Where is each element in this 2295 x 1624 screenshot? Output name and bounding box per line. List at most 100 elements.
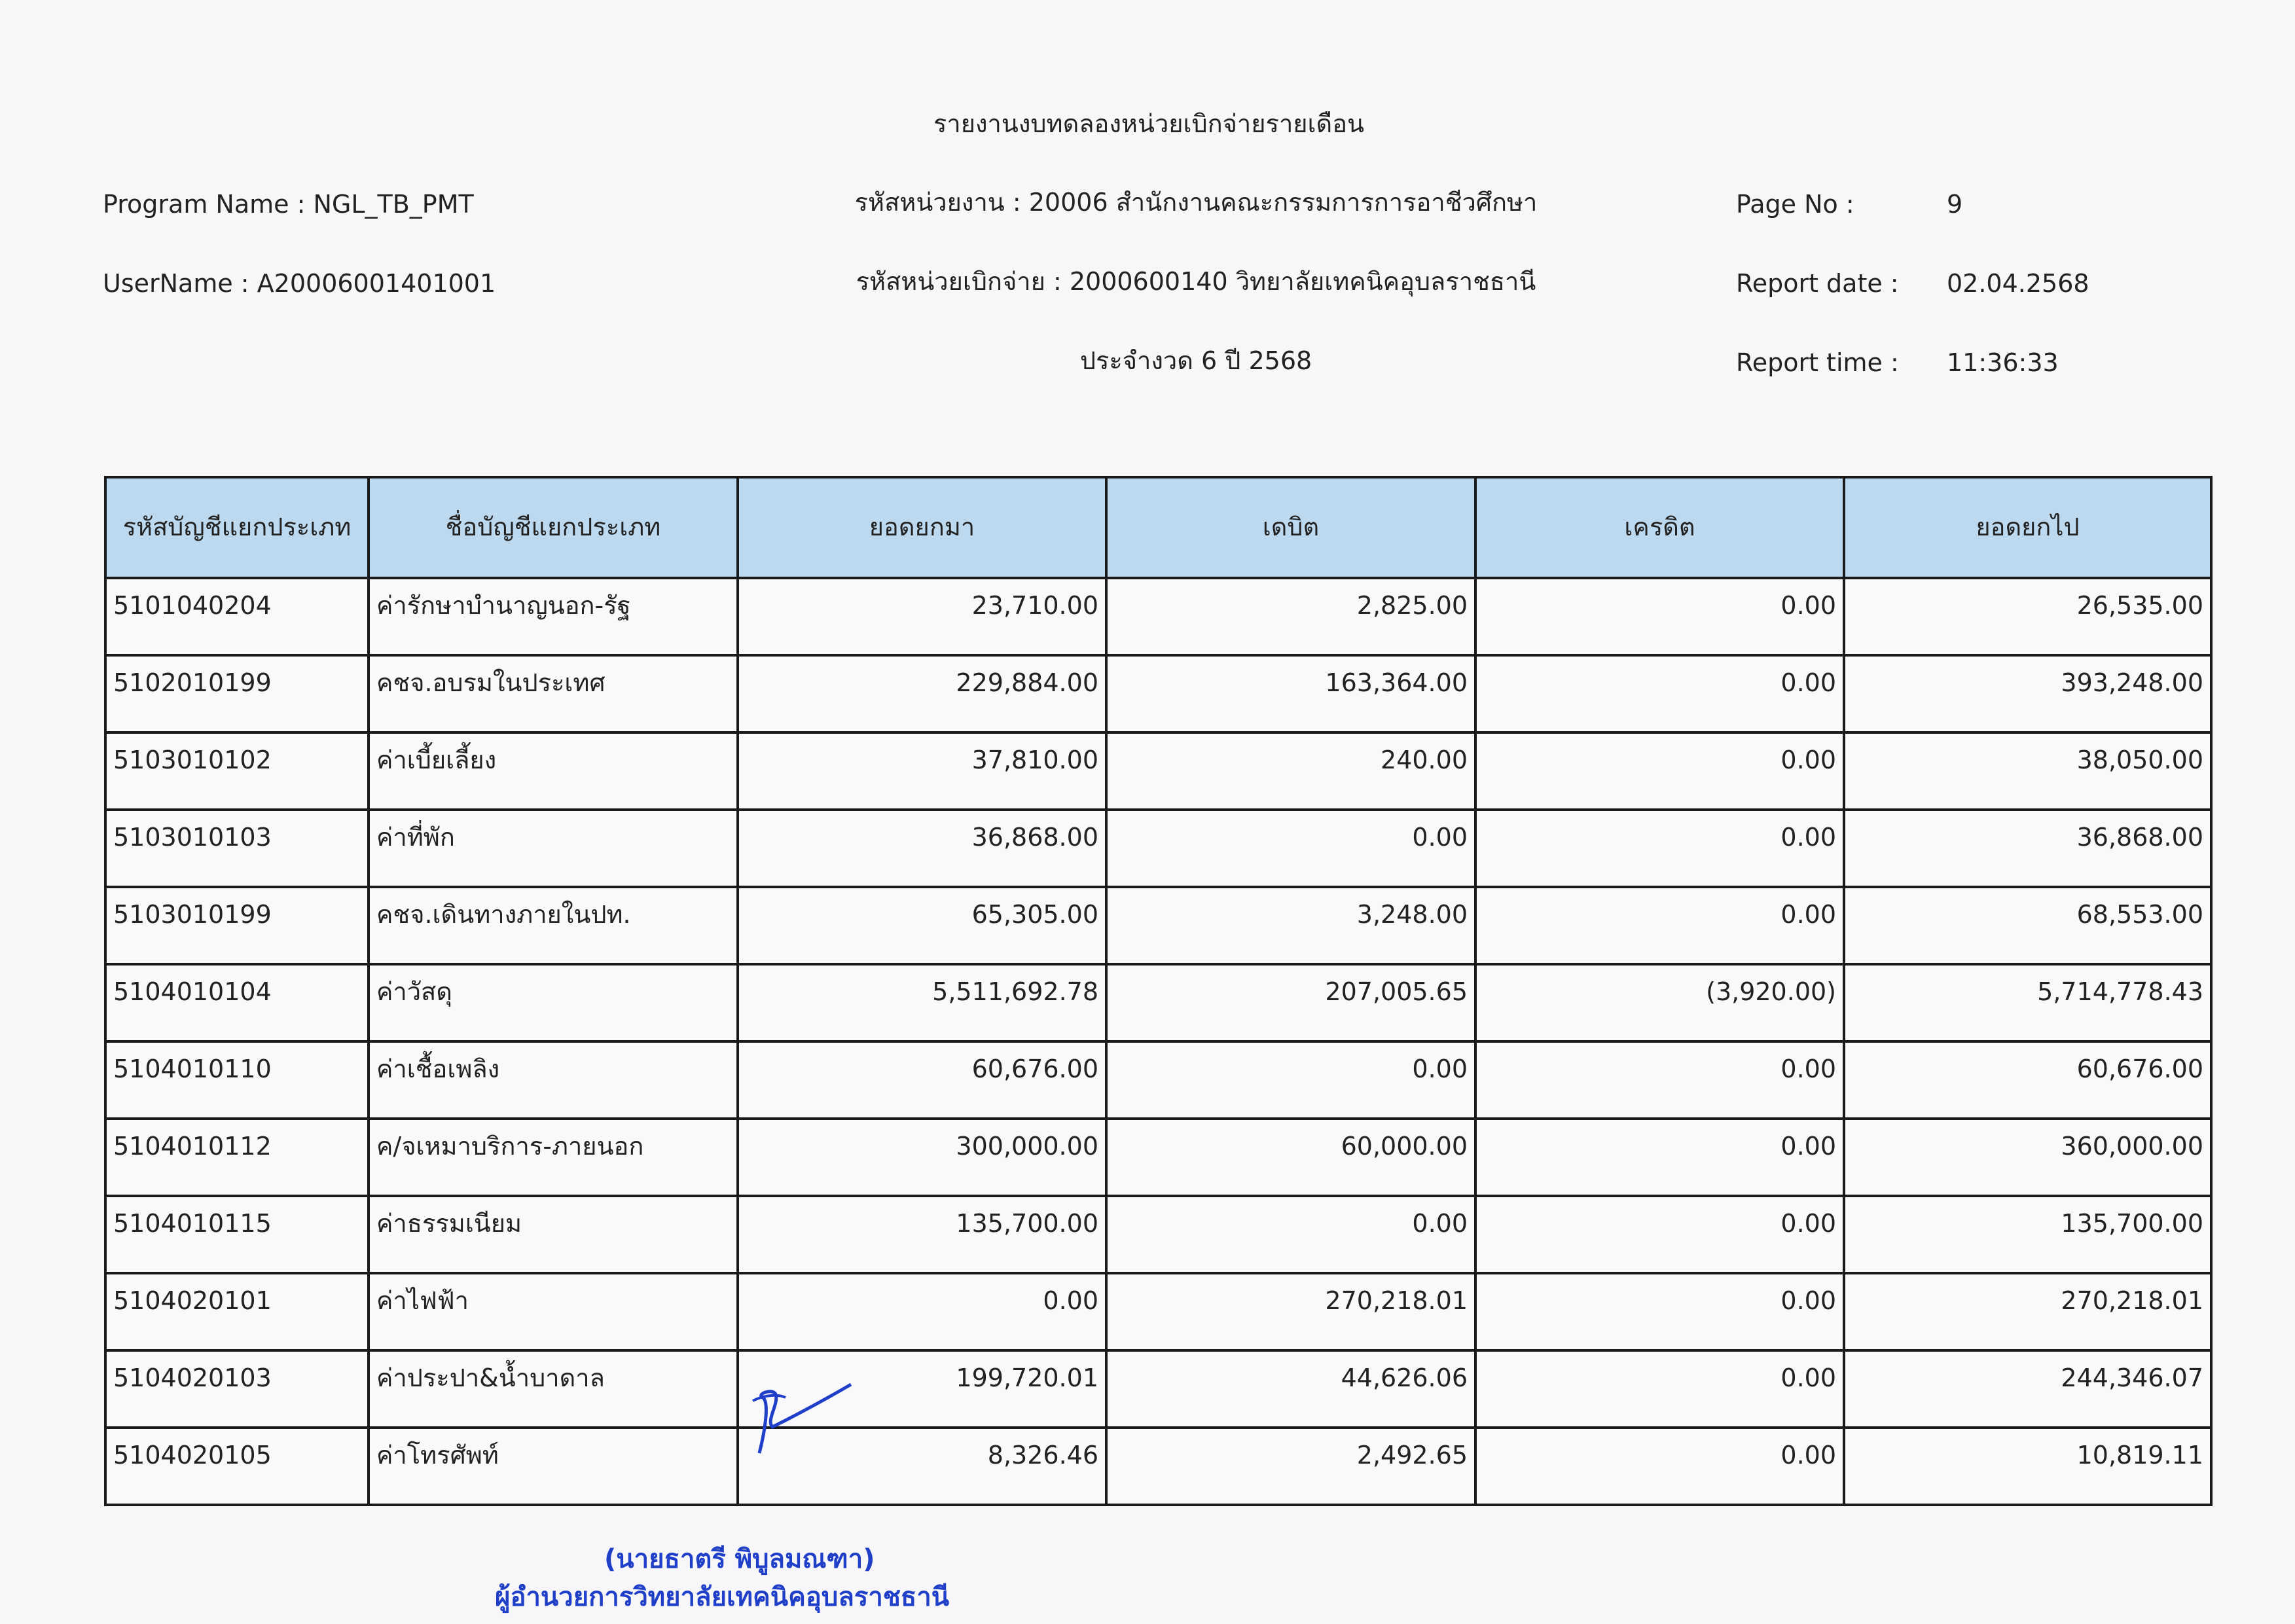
cell-brought-forward: 5,511,692.78 xyxy=(736,963,1108,1043)
cell-debit: 0.00 xyxy=(1105,1040,1477,1120)
cell-account-name: ค่าโทรศัพท์ xyxy=(367,1426,739,1506)
cell-account-code: 5104010110 xyxy=(104,1040,370,1120)
cell-account-code: 5104020101 xyxy=(104,1272,370,1352)
cell-account-name: ค่าเบี้ยเลี้ยง xyxy=(367,731,739,811)
table-row: 5104010110 ค่าเชื้อเพลิง 60,676.00 0.00 0.00… xyxy=(104,1040,2213,1120)
table-row: 5104020105 ค่าโทรศัพท์ 8,326.46 2,492.65 0.0… xyxy=(104,1426,2213,1506)
header-debit: เดบิต xyxy=(1105,476,1477,579)
cell-account-code: 5104020105 xyxy=(104,1426,370,1506)
cell-account-name: ค่าที่พัก xyxy=(367,808,739,888)
stamp-name: (นายธาตรี พิบูลมณฑา) xyxy=(604,1544,875,1574)
program-name: Program Name : NGL_TB_PMT xyxy=(103,190,474,219)
cell-account-code: 5103010199 xyxy=(104,886,370,965)
cell-account-name: ค่ารักษาบำนาญนอก-รัฐ xyxy=(367,577,739,657)
cell-brought-forward: 23,710.00 xyxy=(736,577,1108,657)
cell-debit: 0.00 xyxy=(1105,1195,1477,1274)
cell-carried-forward: 135,700.00 xyxy=(1843,1195,2213,1274)
stamp-position: ผู้อำนวยการวิทยาลัยเทคนิคอุบลราชธานี xyxy=(495,1582,950,1612)
cell-account-name: ค่าประปา&น้ำบาดาล xyxy=(367,1349,739,1429)
cell-carried-forward: 10,819.11 xyxy=(1843,1426,2213,1506)
cell-carried-forward: 244,346.07 xyxy=(1843,1349,2213,1429)
table-header-row: รหัสบัญชีแยกประเภท ชื่อบัญชีแยกประเภท ยอ… xyxy=(104,476,2213,579)
table-row: 5104020101 ค่าไฟฟ้า 0.00 270,218.01 0.00 270,… xyxy=(104,1272,2213,1352)
cell-credit: 0.00 xyxy=(1474,731,1845,811)
cell-debit: 44,626.06 xyxy=(1105,1349,1477,1429)
cell-account-name: ค/จเหมาบริการ-ภายนอก xyxy=(367,1117,739,1197)
cell-debit: 60,000.00 xyxy=(1105,1117,1477,1197)
cell-brought-forward: 8,326.46 xyxy=(736,1426,1108,1506)
cell-credit: 0.00 xyxy=(1474,1426,1845,1506)
table-row: 5104010115 ค่าธรรมเนียม 135,700.00 0.00 0.00… xyxy=(104,1195,2213,1274)
page-no: 9 xyxy=(1947,190,1963,219)
cell-account-code: 5104010104 xyxy=(104,963,370,1043)
cell-credit: 0.00 xyxy=(1474,1040,1845,1120)
cell-account-name: ค่าเชื้อเพลิง xyxy=(367,1040,739,1120)
table-row: 5104010104 ค่าวัสดุ 5,511,692.78 207,005.65… xyxy=(104,963,2213,1043)
report-time-label: Report time : xyxy=(1736,348,1899,377)
cell-brought-forward: 229,884.00 xyxy=(736,654,1108,734)
cell-carried-forward: 393,248.00 xyxy=(1843,654,2213,734)
report-date: 02.04.2568 xyxy=(1947,269,2089,298)
cell-credit: 0.00 xyxy=(1474,886,1845,965)
cell-account-name: คชจ.เดินทางภายในปท. xyxy=(367,886,739,965)
cell-credit: (3,920.00) xyxy=(1474,963,1845,1043)
cell-brought-forward: 300,000.00 xyxy=(736,1117,1108,1197)
username: UserName : A20006001401001 xyxy=(103,269,496,298)
page-no-label: Page No : xyxy=(1736,190,1854,219)
cell-debit: 2,825.00 xyxy=(1105,577,1477,657)
cell-account-code: 5102010199 xyxy=(104,654,370,734)
cell-carried-forward: 5,714,778.43 xyxy=(1843,963,2213,1043)
cell-carried-forward: 26,535.00 xyxy=(1843,577,2213,657)
cell-carried-forward: 38,050.00 xyxy=(1843,731,2213,811)
table-row: 5101040204 ค่ารักษาบำนาญนอก-รัฐ 23,710.00 2… xyxy=(104,577,2213,657)
cell-credit: 0.00 xyxy=(1474,654,1845,734)
cell-credit: 0.00 xyxy=(1474,1272,1845,1352)
cell-carried-forward: 360,000.00 xyxy=(1843,1117,2213,1197)
cell-account-code: 5103010103 xyxy=(104,808,370,888)
cell-brought-forward: 60,676.00 xyxy=(736,1040,1108,1120)
cell-brought-forward: 199,720.01 xyxy=(736,1349,1108,1429)
disbursing-unit: รหัสหน่วยเบิกจ่าย : 2000600140 วิทยาลัยเ… xyxy=(856,267,1536,296)
cell-debit: 163,364.00 xyxy=(1105,654,1477,734)
cell-account-name: ค่าวัสดุ xyxy=(367,963,739,1043)
cell-account-code: 5103010102 xyxy=(104,731,370,811)
cell-account-name: ค่าไฟฟ้า xyxy=(367,1272,739,1352)
cell-carried-forward: 270,218.01 xyxy=(1843,1272,2213,1352)
table-row: 5102010199 คชจ.อบรมในประเทศ 229,884.00 163,… xyxy=(104,654,2213,734)
header-carried-forward: ยอดยกไป xyxy=(1843,476,2213,579)
cell-debit: 3,248.00 xyxy=(1105,886,1477,965)
cell-debit: 270,218.01 xyxy=(1105,1272,1477,1352)
report-time: 11:36:33 xyxy=(1947,348,2059,377)
header-brought-forward: ยอดยกมา xyxy=(736,476,1108,579)
table-row: 5103010102 ค่าเบี้ยเลี้ยง 37,810.00 240.00 0… xyxy=(104,731,2213,811)
cell-brought-forward: 36,868.00 xyxy=(736,808,1108,888)
cell-brought-forward: 37,810.00 xyxy=(736,731,1108,811)
agency: รหัสหน่วยงาน : 20006 สำนักงานคณะกรรมการก… xyxy=(854,188,1538,217)
table-row: 5103010103 ค่าที่พัก 36,868.00 0.00 0.00 36,8… xyxy=(104,808,2213,888)
cell-credit: 0.00 xyxy=(1474,1349,1845,1429)
header-credit: เครดิต xyxy=(1474,476,1845,579)
header-account-name: ชื่อบัญชีแยกประเภท xyxy=(367,476,739,579)
cell-account-code: 5104020103 xyxy=(104,1349,370,1429)
cell-carried-forward: 68,553.00 xyxy=(1843,886,2213,965)
cell-debit: 207,005.65 xyxy=(1105,963,1477,1043)
cell-debit: 0.00 xyxy=(1105,808,1477,888)
cell-debit: 240.00 xyxy=(1105,731,1477,811)
report-title: รายงานงบทดลองหน่วยเบิกจ่ายรายเดือน xyxy=(933,109,1365,138)
period: ประจำงวด 6 ปี 2568 xyxy=(1079,346,1312,375)
cell-credit: 0.00 xyxy=(1474,577,1845,657)
cell-account-code: 5104010112 xyxy=(104,1117,370,1197)
cell-credit: 0.00 xyxy=(1474,1117,1845,1197)
table-row: 5103010199 คชจ.เดินทางภายในปท. 65,305.00 3,… xyxy=(104,886,2213,965)
cell-account-code: 5101040204 xyxy=(104,577,370,657)
table-row: 5104010112 ค/จเหมาบริการ-ภายนอก 300,000.00… xyxy=(104,1117,2213,1197)
report-date-label: Report date : xyxy=(1736,269,1899,298)
header-account-code: รหัสบัญชีแยกประเภท xyxy=(104,476,370,579)
cell-brought-forward: 65,305.00 xyxy=(736,886,1108,965)
cell-carried-forward: 60,676.00 xyxy=(1843,1040,2213,1120)
cell-account-name: คชจ.อบรมในประเทศ xyxy=(367,654,739,734)
cell-account-name: ค่าธรรมเนียม xyxy=(367,1195,739,1274)
table-row: 5104020103 ค่าประปา&น้ำบาดาล 199,720.01 44,… xyxy=(104,1349,2213,1429)
signature xyxy=(752,1382,852,1454)
cell-debit: 2,492.65 xyxy=(1105,1426,1477,1506)
